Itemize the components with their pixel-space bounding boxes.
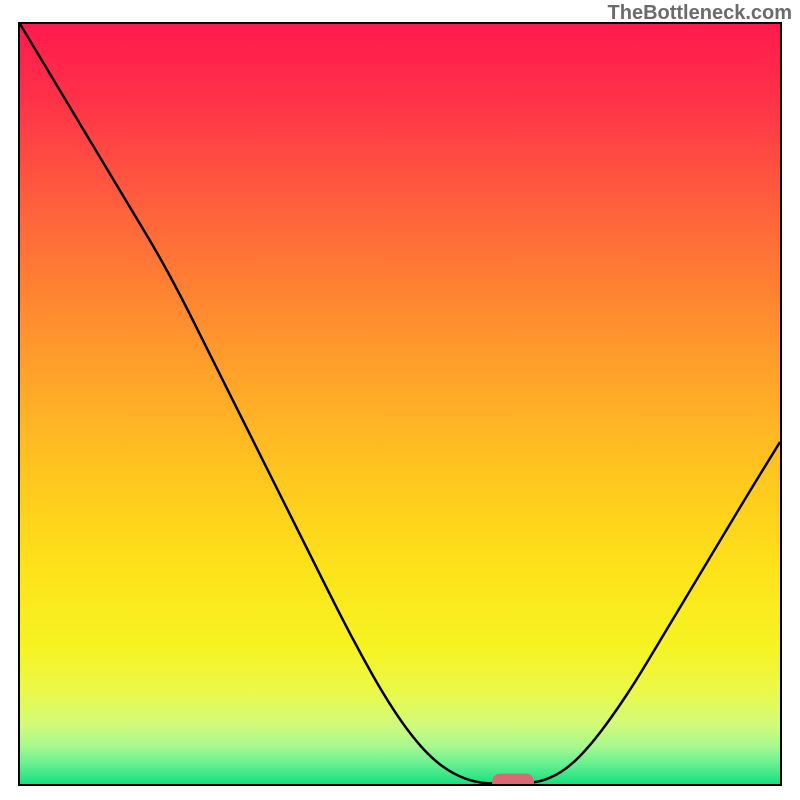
bottleneck-curve [20, 24, 780, 784]
watermark-text: TheBottleneck.com [608, 2, 792, 25]
plot-area [18, 22, 782, 786]
minimum-marker [492, 773, 534, 786]
chart-container: TheBottleneck.com [0, 0, 800, 800]
